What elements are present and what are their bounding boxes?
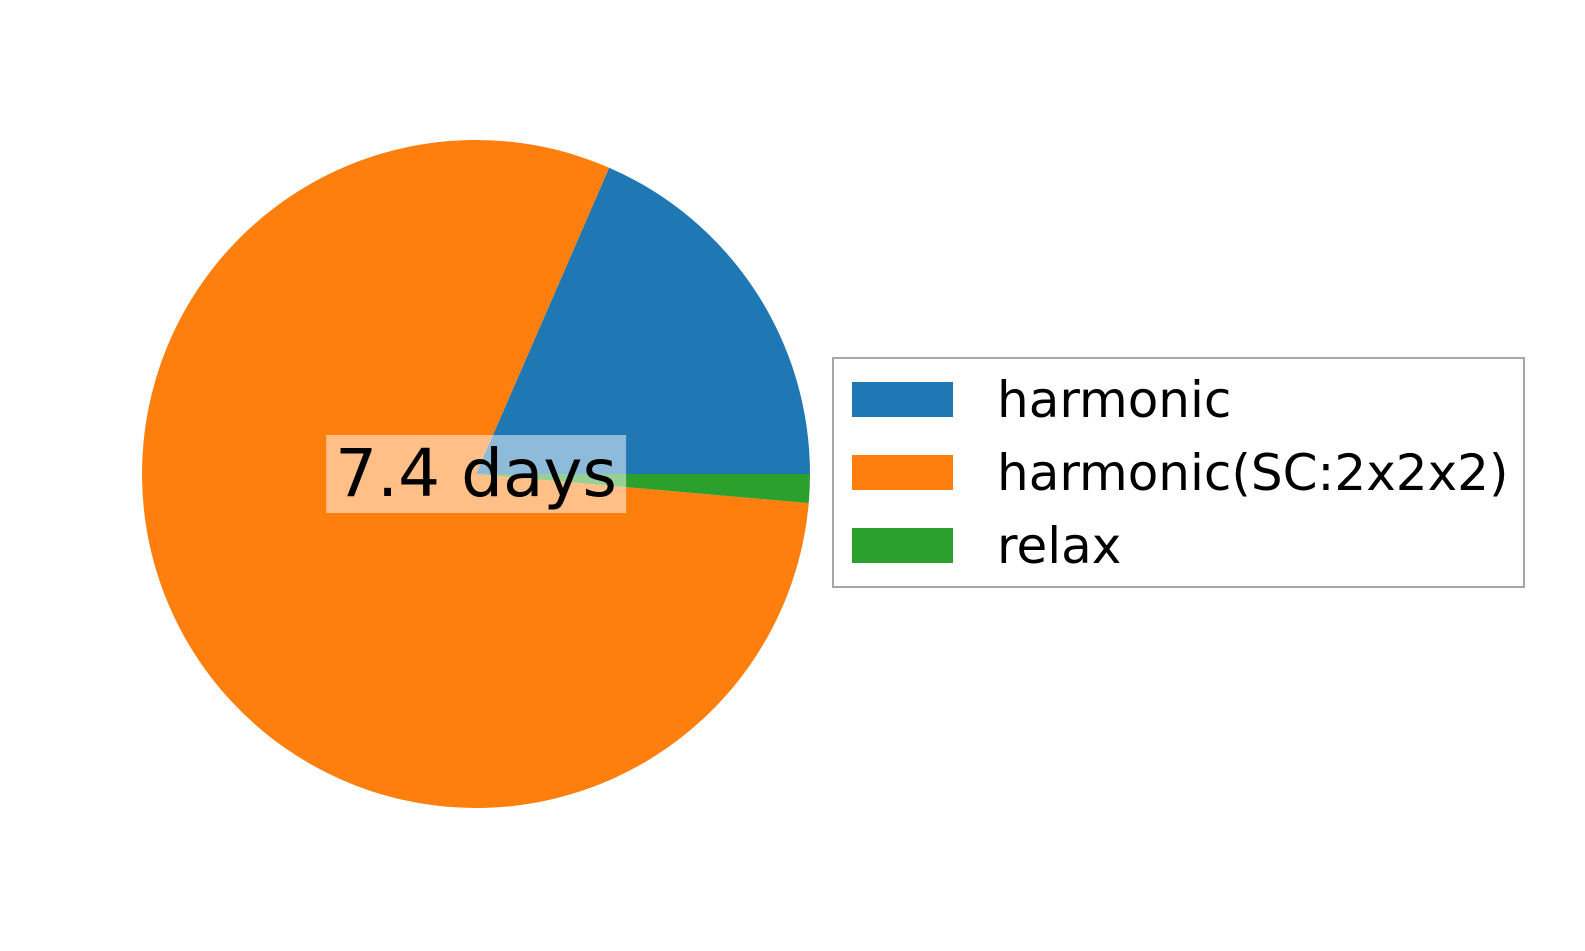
legend-label-harmonic: harmonic [997, 370, 1232, 429]
legend-swatch-harmonic-sc [852, 455, 953, 490]
legend-label-harmonic-sc: harmonic(SC:2x2x2) [997, 443, 1509, 502]
legend-swatch-relax [852, 528, 953, 563]
pie-slice-harmonic [476, 167, 810, 474]
legend-swatch-harmonic [852, 382, 953, 417]
pie-center-label: 7.4 days [326, 435, 626, 513]
legend-item-relax: relax [852, 520, 1523, 572]
legend-label-relax: relax [997, 516, 1122, 575]
legend-item-harmonic-sc: harmonic(SC:2x2x2) [852, 447, 1523, 499]
legend: harmonic harmonic(SC:2x2x2) relax [832, 357, 1525, 588]
legend-item-harmonic: harmonic [852, 374, 1523, 426]
